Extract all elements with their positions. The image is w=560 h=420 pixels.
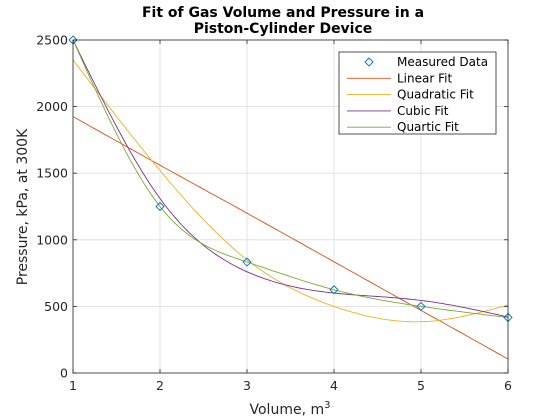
y-axis-label: Pressure, kPa, at 300K xyxy=(15,128,31,285)
legend-swatch xyxy=(364,57,374,67)
y-tick-label: 0 xyxy=(60,366,68,381)
x-axis-label: Volume, m3 xyxy=(250,400,331,418)
y-tick-label: 1500 xyxy=(36,166,68,181)
series-line-2 xyxy=(72,59,509,323)
y-tick-label: 1000 xyxy=(36,232,68,247)
x-tick-label: 6 xyxy=(504,378,512,393)
data-point xyxy=(329,285,339,295)
y-tick-label: 2000 xyxy=(36,99,68,114)
y-tick-label: 2500 xyxy=(36,33,68,48)
legend-box xyxy=(338,51,497,135)
chart-title: Fit of Gas Volume and Pressure in a xyxy=(142,5,424,21)
x-tick-label: 1 xyxy=(69,378,77,393)
axis-ticks: 1 2 3 4 5 6 0 500 1000 1500 2000 2500 xyxy=(36,33,512,394)
chart-title-line2: Piston-Cylinder Device xyxy=(194,21,373,37)
legend-label: Measured Data xyxy=(397,55,488,69)
legend-label: Linear Fit xyxy=(397,71,452,85)
plot-frame xyxy=(72,39,509,374)
series-line-3 xyxy=(72,39,509,318)
series-markers xyxy=(68,35,513,323)
x-tick-label: 3 xyxy=(243,378,251,393)
data-point xyxy=(242,257,252,267)
legend-label: Cubic Fit xyxy=(397,104,449,118)
x-tick-label: 2 xyxy=(156,378,164,393)
series-line-1 xyxy=(72,116,509,360)
data-point xyxy=(155,201,165,212)
y-tick-label: 500 xyxy=(44,299,68,314)
legend-label: Quartic Fit xyxy=(397,120,459,134)
x-tick-label: 5 xyxy=(417,378,425,393)
x-tick-label: 4 xyxy=(330,378,338,393)
legend-label: Quadratic Fit xyxy=(397,88,474,102)
x-axis-label-text: Volume, m xyxy=(250,402,325,418)
series-lines xyxy=(72,39,509,360)
series-line-4 xyxy=(72,39,509,318)
legend: Measured Data Linear Fit Quadratic Fit Cubi… xyxy=(338,51,497,135)
data-point xyxy=(416,301,426,312)
x-axis-label-superscript: 3 xyxy=(324,400,330,411)
